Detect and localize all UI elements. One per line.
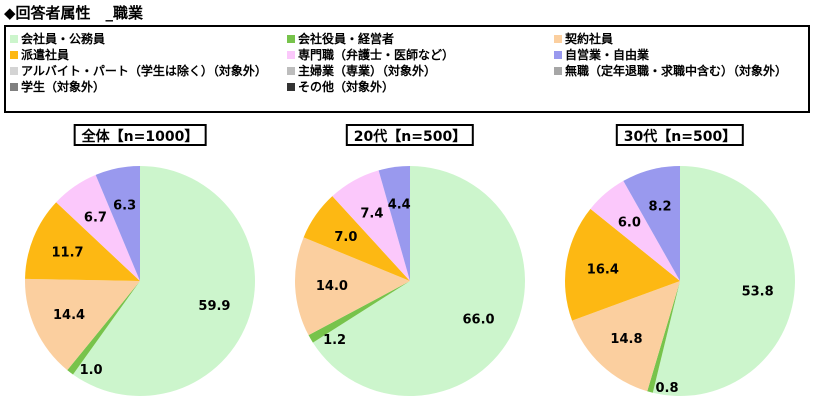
legend-swatch [10,50,18,59]
pie-chart-30s: 30代【n=500】 53.8 0.8 14.8 16.4 6.0 8.2 [544,124,816,403]
data-label-0: 66.0 [462,313,494,328]
page-title: ◆回答者属性 _職業 [4,4,144,22]
legend-label: 無職（定年退職・求職中含む）（対象外） [565,64,788,78]
data-label-4: 6.7 [84,211,107,226]
pie-slice-1 [67,281,140,375]
data-label-3: 16.4 [587,262,619,277]
pie-chart-overall: 全体【n=1000】 59.9 1.0 14.4 11.7 6.7 6.3 [4,124,276,403]
legend-item: 派遣社員 [10,47,69,62]
data-label-4: 6.0 [618,215,641,230]
legend-swatch [287,34,295,43]
legend-item: その他（対象外） [287,79,394,94]
data-label-5: 6.3 [113,198,136,213]
chart-title: 20代【n=500】 [345,124,475,146]
legend-item: 主婦業（専業）（対象外） [287,63,436,78]
pie-slice-5 [95,166,140,281]
legend-label: その他（対象外） [298,80,395,94]
data-label-2: 14.0 [316,279,348,294]
data-label-1: 1.0 [80,363,103,378]
pie-svg: 66.0 1.2 14.0 7.07.4 4.4 [295,166,525,396]
data-label-2: 14.4 [53,308,85,323]
data-label-5: 8.2 [649,199,672,214]
data-label-3: 7.0 [334,230,357,245]
chart-title: 30代【n=500】 [615,124,745,146]
legend-swatch [10,34,18,43]
data-label-2: 14.8 [610,332,642,347]
legend-item: 自営業・自由業 [554,47,649,62]
legend-label: 契約社員 [565,32,614,46]
data-label-5: 4.4 [388,198,411,213]
data-label-1: 1.2 [323,333,346,348]
legend-item: 会社員・公務員 [10,31,105,46]
legend-swatch [287,82,295,91]
pie-slice-2 [295,237,410,336]
legend: 会社員・公務員 会社役員・経営者 契約社員 派遣社員 専門職（弁護士・医師など）… [4,25,810,113]
data-label-0: 59.9 [198,299,230,314]
legend-label: 会社役員・経営者 [298,32,395,46]
pie-slice-3 [303,196,410,281]
legend-label: 主婦業（専業）（対象外） [298,64,437,78]
pie-chart-20s: 20代【n=500】 66.0 1.2 14.0 7.0 7.4 4.4 [274,124,546,403]
pie-slice-3 [565,208,680,321]
legend-label: 自営業・自由業 [565,48,650,62]
legend-swatch [554,34,562,43]
pie-slice-5 [623,166,680,281]
legend-item: 契約社員 [554,31,613,46]
legend-label: 学生（対象外） [21,80,106,94]
legend-swatch [554,66,562,75]
legend-label: 会社員・公務員 [21,32,106,46]
pie-slice-3 [25,202,140,281]
pie-slice-0 [312,166,525,396]
legend-label: 派遣社員 [21,48,70,62]
pie-slice-1 [647,281,680,393]
pie-slice-2 [572,281,680,392]
pie-svg: 53.8 0.8 14.8 16.4 6.0 8.2 [565,166,795,396]
pie-slice-4 [590,180,680,281]
legend-item: 会社役員・経営者 [287,31,394,46]
pie-slice-5 [378,166,410,281]
pie-slice-0 [652,166,795,396]
legend-item: 学生（対象外） [10,79,105,94]
pie-slice-0 [72,166,256,396]
legend-swatch [287,66,295,75]
legend-swatch [10,82,18,91]
legend-item: 専門職（弁護士・医師など） [287,47,454,62]
legend-swatch [287,50,295,59]
data-label-1: 0.8 [655,381,678,396]
pie-slice-4 [56,174,140,281]
legend-item: 無職（定年退職・求職中含む）（対象外） [554,63,787,78]
legend-label: 専門職（弁護士・医師など） [298,48,455,62]
pie-slice-4 [332,170,410,281]
pie-slice-2 [25,278,140,371]
legend-swatch [10,66,18,75]
data-label-3: 11.7 [52,246,84,261]
legend-swatch [554,50,562,59]
data-label-4: 7.4 [360,207,383,222]
legend-item: アルバイト・パート（学生は除く）（対象外） [10,63,267,78]
chart-title: 全体【n=1000】 [73,124,207,146]
legend-label: アルバイト・パート（学生は除く）（対象外） [21,64,267,78]
data-label-0: 53.8 [742,284,774,299]
pie-svg: 59.9 1.0 14.4 11.7 6.7 6.3 [25,166,256,396]
pie-slice-1 [308,281,410,343]
